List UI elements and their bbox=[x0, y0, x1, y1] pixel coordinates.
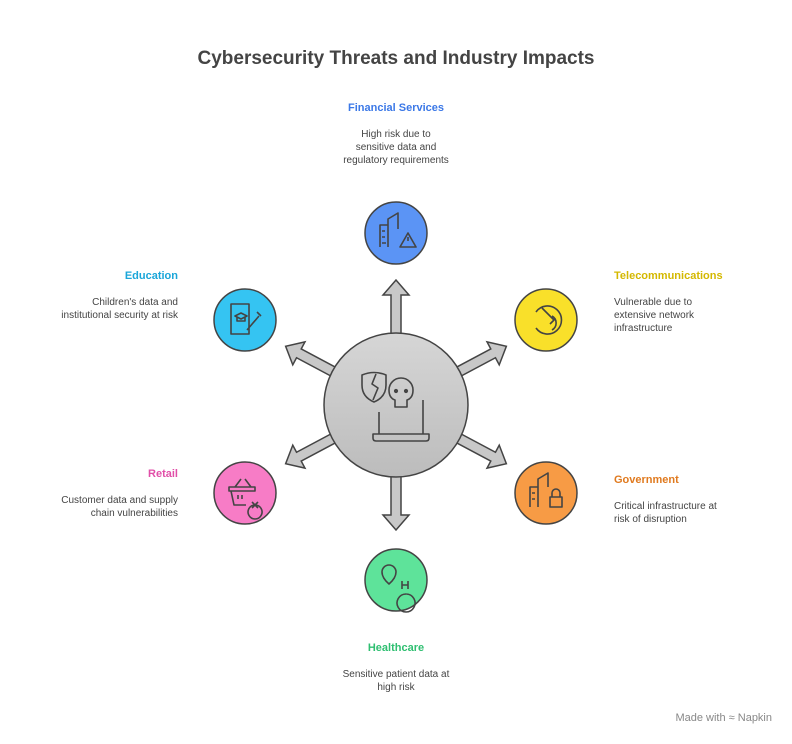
node-circle bbox=[364, 201, 428, 265]
node-label: Financial Services bbox=[348, 102, 444, 114]
node-description: Critical infrastructure at risk of disru… bbox=[614, 501, 717, 525]
node-label: Telecommunications bbox=[614, 270, 723, 282]
napkin-branding: Made with ≈ Napkin bbox=[675, 712, 772, 724]
node-label: Government bbox=[614, 474, 679, 486]
hospital-pin-icon bbox=[381, 564, 416, 613]
buildings-lock-icon bbox=[529, 472, 563, 508]
basket-x-icon bbox=[228, 478, 263, 520]
node-circle bbox=[213, 461, 277, 525]
node-education bbox=[213, 288, 277, 352]
node-retail bbox=[213, 461, 277, 525]
node-financial-services bbox=[364, 201, 428, 265]
broken-shield-icon bbox=[361, 371, 387, 403]
node-label: Retail bbox=[148, 468, 178, 480]
node-circle bbox=[364, 548, 428, 612]
node-description: Children's data and institutional securi… bbox=[61, 297, 178, 321]
node-description: Vulnerable due to extensive network infr… bbox=[614, 297, 695, 334]
diagram-title: Cybersecurity Threats and Industry Impac… bbox=[197, 48, 595, 69]
node-circle bbox=[514, 288, 578, 352]
node-description: High risk due to sensitive data and regu… bbox=[343, 129, 449, 166]
node-description: Sensitive patient data at high risk bbox=[342, 669, 450, 693]
network-icon bbox=[535, 305, 563, 335]
skull-laptop-icon bbox=[372, 377, 430, 442]
center-threat-circle bbox=[323, 332, 469, 478]
node-label: Healthcare bbox=[367, 642, 425, 654]
education-brush-icon bbox=[230, 303, 262, 335]
node-telecommunications bbox=[514, 288, 578, 352]
buildings-warning-icon bbox=[379, 212, 417, 248]
node-circle bbox=[514, 461, 578, 525]
node-description: Customer data and supply chain vulnerabi… bbox=[61, 495, 178, 519]
node-label: Education bbox=[124, 270, 178, 282]
node-healthcare bbox=[364, 548, 428, 613]
node-government bbox=[514, 461, 578, 525]
